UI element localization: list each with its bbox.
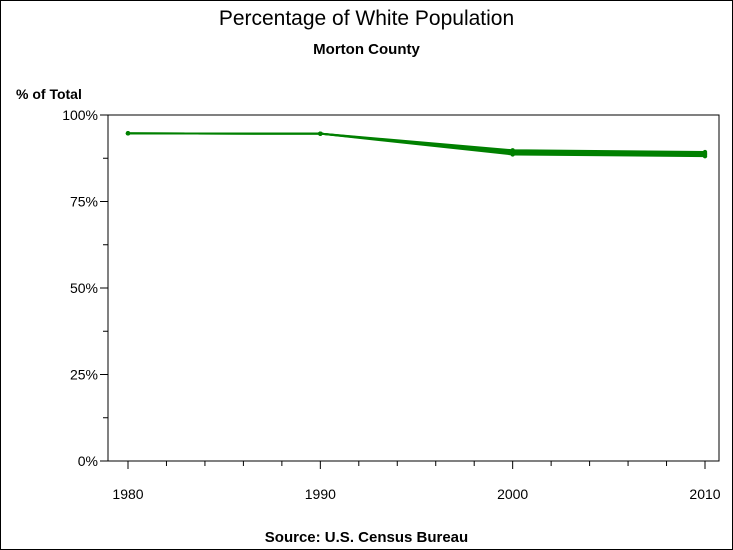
plot-frame xyxy=(107,114,720,462)
series-line xyxy=(127,132,706,158)
y-tick-label: 75% xyxy=(70,194,98,210)
y-tick-label: 0% xyxy=(78,453,98,469)
y-tick-label: 25% xyxy=(70,367,98,383)
source-note: Source: U.S. Census Bureau xyxy=(264,529,469,546)
chart-title: Percentage of White Population xyxy=(218,7,515,30)
data-point xyxy=(125,131,131,136)
y-tick-label: 50% xyxy=(70,280,98,296)
x-tick-label: 2000 xyxy=(497,486,528,502)
y-tick-label: 100% xyxy=(62,107,98,123)
y-axis-label: % of Total xyxy=(16,86,82,102)
x-tick-label: 1990 xyxy=(305,486,336,502)
data-point xyxy=(318,131,323,136)
chart-subtitle: Morton County xyxy=(313,41,420,58)
data-point xyxy=(510,152,515,157)
x-tick-label: 1980 xyxy=(112,486,143,502)
x-tick-label: 2010 xyxy=(689,486,720,502)
data-point xyxy=(702,153,708,159)
